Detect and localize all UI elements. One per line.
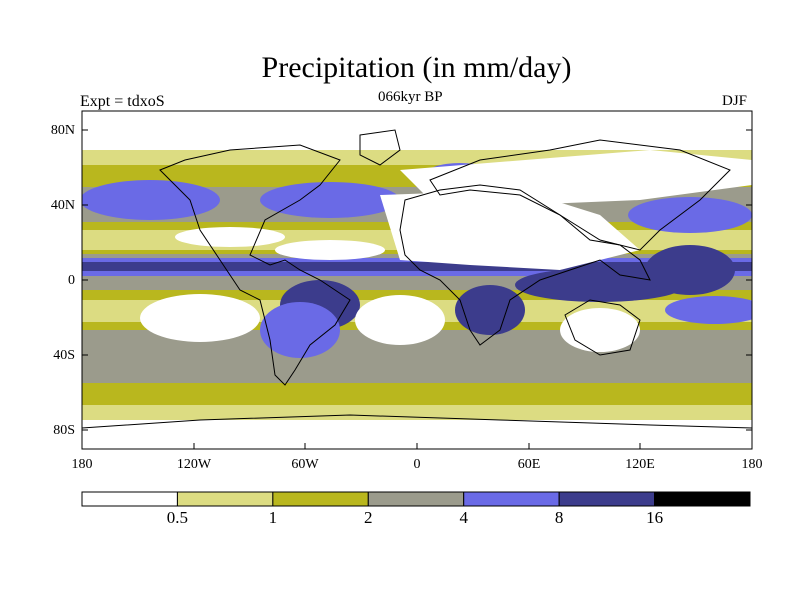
legend-level-label: 16 <box>646 508 664 527</box>
legend-swatch <box>81 491 178 507</box>
map-title: Precipitation (in mm/day) <box>261 51 572 84</box>
legend-level-label: 2 <box>364 508 373 527</box>
lon-label-0: 0 <box>413 457 421 472</box>
experiment-label: Expt = tdxoS <box>80 93 165 110</box>
axis-ticks <box>81 129 753 449</box>
lon-label-60w: 60W <box>291 457 319 472</box>
lon-label-180w: 180 <box>71 457 93 472</box>
lon-label-60e: 60E <box>517 457 541 472</box>
lon-label-180e: 180 <box>741 457 763 472</box>
legend-swatch <box>654 491 751 507</box>
precipitation-fields <box>82 111 752 449</box>
legend-swatch <box>367 491 465 507</box>
lat-label-80n: 80N <box>50 123 75 138</box>
legend-swatch <box>176 491 274 507</box>
lat-label-80s: 80S <box>53 423 75 438</box>
legend-swatch <box>558 491 656 507</box>
lat-label-40s: 40S <box>53 348 75 363</box>
coastlines <box>82 129 752 429</box>
legend-level-label: 0.5 <box>166 508 189 527</box>
lon-label-120w: 120W <box>176 457 212 472</box>
legend-level-label: 1 <box>268 508 278 527</box>
season-label: DJF <box>722 93 748 109</box>
legend-level-label: 4 <box>459 508 468 527</box>
period-label: 066kyr BP <box>378 89 443 105</box>
lat-label-0: 0 <box>68 273 75 288</box>
legend-colorbar <box>81 491 751 507</box>
legend-swatch <box>463 491 560 507</box>
legend-swatch <box>272 491 369 507</box>
lon-label-120e: 120E <box>625 457 655 472</box>
lat-label-40n: 40N <box>50 198 75 213</box>
legend-level-label: 8 <box>554 508 564 527</box>
